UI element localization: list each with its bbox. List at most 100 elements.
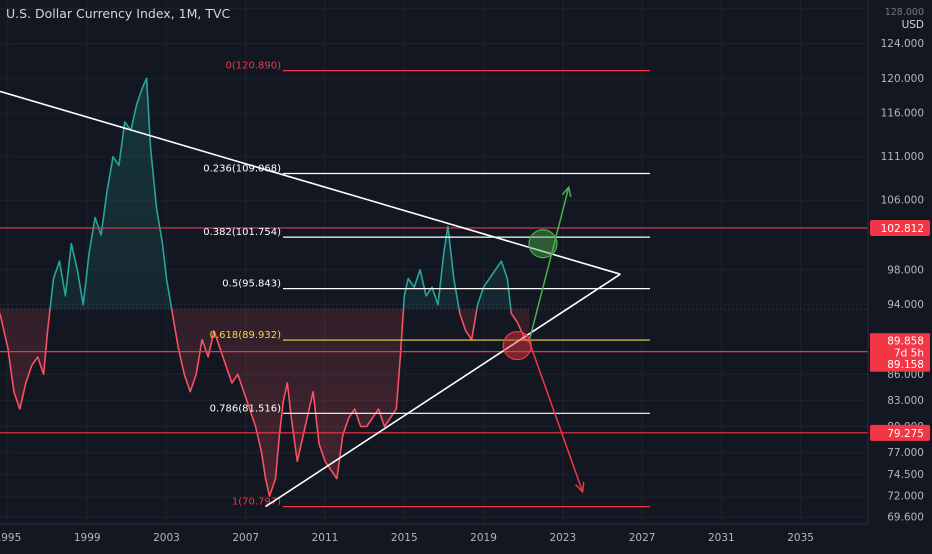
data-point [309,409,310,410]
data-point [447,226,448,227]
data-point [313,391,314,392]
y-tick-label: 120.000 [881,73,924,85]
x-tick-label: 1999 [74,532,101,544]
data-point [190,391,191,392]
y-tick-label: 124.000 [881,38,924,50]
data-point [287,382,288,383]
data-point [150,147,151,148]
data-point [53,278,54,279]
data-point [47,330,48,331]
data-point [83,304,84,305]
current-price-badge-bg [870,345,930,361]
data-point [366,426,367,427]
x-tick-label: 2019 [470,532,497,544]
x-tick-label: 2035 [787,532,814,544]
data-point [37,356,38,357]
data-point [162,243,163,244]
x-tick-label: 2027 [629,532,656,544]
data-point [7,348,8,349]
y-tick-label: 86.000 [887,369,924,381]
data-point [237,374,238,375]
data-point [279,435,280,436]
data-point [437,304,438,305]
data-point [414,287,415,288]
data-point [59,261,60,262]
y-tick-label: 74.500 [887,469,924,481]
y-tick-label: 83.000 [887,395,924,407]
data-point [178,348,179,349]
data-point [225,365,226,366]
y-tick-label: 72.000 [887,491,924,503]
x-tick-label: 1995 [0,532,21,544]
data-point [483,287,484,288]
current-price-badge-label: 7d 5h [894,348,924,360]
data-point [77,269,78,270]
data-point [453,278,454,279]
x-tick-label: 2007 [232,532,259,544]
data-point [118,165,119,166]
data-point [330,469,331,470]
data-point [219,348,220,349]
currency-label: 128.000 USD [885,6,924,32]
data-point [255,426,256,427]
data-point [511,313,512,314]
price-badge-label: 79.275 [887,428,924,440]
data-point [71,243,72,244]
fib-level-label: 0.786(81.516) [210,403,282,414]
data-point [372,417,373,418]
current-price-badge-label: 89.858 [887,336,924,348]
data-point [507,278,508,279]
data-point [425,295,426,296]
data-point [146,78,147,79]
projection-arrow-head [561,185,572,198]
projection-arrow-line [528,186,570,342]
data-point [184,374,185,375]
data-point [420,269,421,270]
data-point [400,356,401,357]
fib-level-label: 0.618(89.932) [210,330,282,341]
data-point [489,278,490,279]
y-tick-label: 98.000 [887,264,924,276]
data-point [443,252,444,253]
data-point [275,478,276,479]
x-tick-label: 2011 [312,532,339,544]
x-tick-label: 2023 [549,532,576,544]
data-point [112,156,113,157]
fib-level-label: 1(70.797) [232,497,281,508]
data-point [324,461,325,462]
data-point [19,409,20,410]
data-point [265,478,266,479]
y-tick-label: 116.000 [881,108,924,120]
fib-level-label: 0.382(101.754) [203,227,281,238]
data-point [408,278,409,279]
trendline [265,273,621,508]
y-tick-label: 77.000 [887,447,924,459]
fib-level-label: 0.5(95.843) [222,279,281,290]
area-fill-above [0,78,530,310]
price-badge-bg [870,424,930,441]
x-tick-label: 2003 [153,532,180,544]
data-point [202,339,203,340]
data-point [378,409,379,410]
data-point [390,417,391,418]
fib-level-label: 0.236(109.068) [203,163,281,174]
data-point [342,435,343,436]
series-line-below [0,309,530,497]
data-point [517,321,518,322]
current-price-badge-bg [870,356,930,372]
time-axis-bg [0,524,932,550]
data-point [348,417,349,418]
projection-arrow-line [528,340,584,493]
data-point [477,304,478,305]
currency-code: USD [901,19,924,31]
fib-level-label: 0(120.890) [225,61,281,72]
data-point [384,426,385,427]
data-point [43,374,44,375]
data-point [13,391,14,392]
series-line-above [49,77,512,310]
data-point [25,382,26,383]
price-badge-bg [870,219,930,236]
data-point [100,234,101,235]
